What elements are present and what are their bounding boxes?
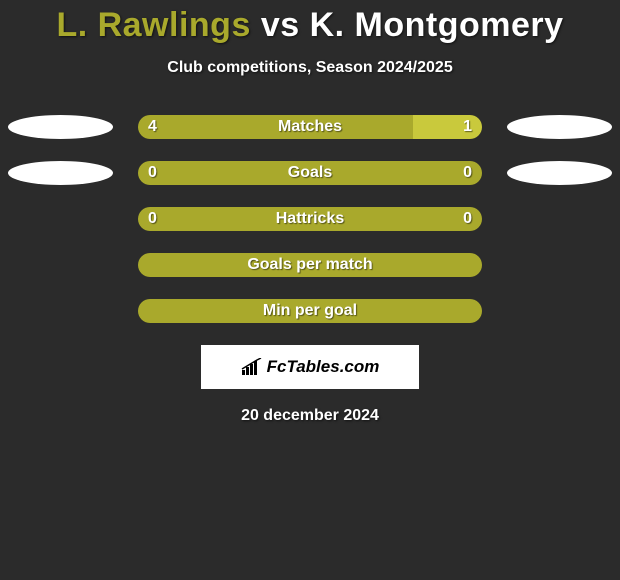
player1-name: L. Rawlings: [56, 6, 250, 44]
stat-bar-p1-fill: [138, 115, 413, 139]
stat-row: Min per goal: [0, 299, 620, 323]
stat-bar-p1-fill: [138, 161, 482, 185]
page-title: L. Rawlings vs K. Montgomery: [0, 6, 620, 45]
stat-p2-value: 1: [463, 115, 472, 139]
stat-bar: Goals per match: [138, 253, 482, 277]
stat-bar: 00Hattricks: [138, 207, 482, 231]
stats-area: 41Matches00Goals00HattricksGoals per mat…: [0, 115, 620, 323]
stat-row: Goals per match: [0, 253, 620, 277]
brand-badge: FcTables.com: [201, 345, 419, 389]
subtitle: Club competitions, Season 2024/2025: [0, 59, 620, 77]
stat-p1-value: 0: [148, 161, 157, 185]
bar-chart-icon: [241, 358, 263, 376]
stat-bar-p1-fill: [138, 253, 482, 277]
stat-bar: 00Goals: [138, 161, 482, 185]
stat-bar-p1-fill: [138, 207, 482, 231]
player2-avatar: [507, 115, 612, 139]
stat-bar-p1-fill: [138, 299, 482, 323]
stat-row: 00Goals: [0, 161, 620, 185]
comparison-infographic: L. Rawlings vs K. Montgomery Club compet…: [0, 0, 620, 580]
stat-row: 41Matches: [0, 115, 620, 139]
stat-bar: 41Matches: [138, 115, 482, 139]
date-label: 20 december 2024: [0, 407, 620, 425]
stat-p2-value: 0: [463, 161, 472, 185]
player2-name: K. Montgomery: [310, 6, 564, 44]
stat-p2-value: 0: [463, 207, 472, 231]
stat-row: 00Hattricks: [0, 207, 620, 231]
brand-text: FcTables.com: [267, 357, 380, 377]
stat-p1-value: 0: [148, 207, 157, 231]
player2-avatar: [507, 161, 612, 185]
player1-avatar: [8, 115, 113, 139]
vs-label: vs: [261, 6, 300, 44]
player1-avatar: [8, 161, 113, 185]
stat-bar: Min per goal: [138, 299, 482, 323]
stat-p1-value: 4: [148, 115, 157, 139]
